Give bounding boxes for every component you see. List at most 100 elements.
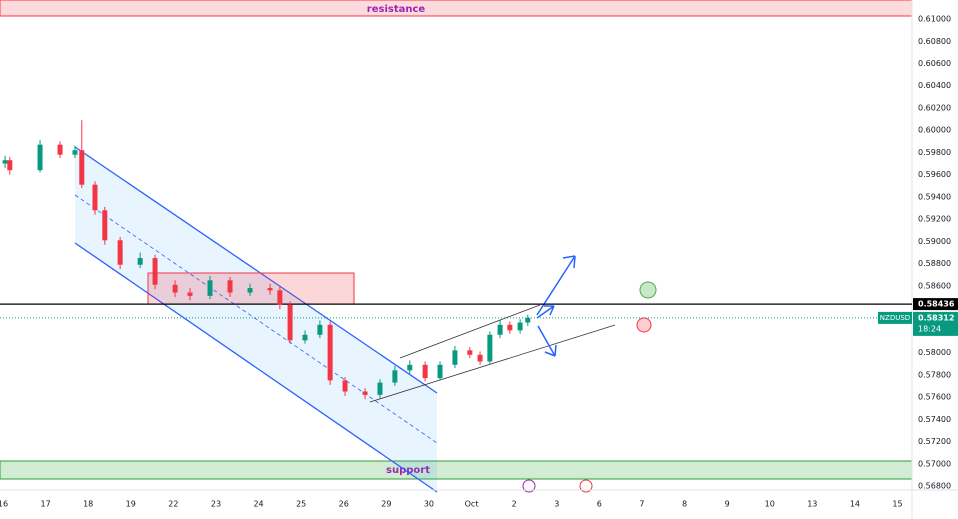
y-tick-label: 0.57800: [918, 370, 951, 379]
candle-body: [497, 324, 503, 335]
x-tick-label: 18: [83, 500, 93, 509]
level-label: 0.58436: [918, 300, 955, 309]
candle-body: [302, 334, 308, 341]
event-icon[interactable]: [522, 479, 536, 493]
y-tick-label: 0.59200: [918, 215, 951, 224]
x-tick-label: 2: [512, 500, 517, 509]
resistance-zone: [0, 0, 913, 17]
candle-body: [79, 150, 85, 185]
x-tick-label: 13: [807, 500, 817, 509]
x-tick-label: 26: [339, 500, 349, 509]
level-tag: [913, 298, 958, 311]
channel-line: [74, 146, 438, 394]
support-label: support: [386, 465, 430, 476]
candle-body: [92, 184, 98, 211]
candle-body: [37, 144, 43, 171]
y-tick-label: 0.57400: [918, 415, 951, 424]
x-tick-label: 19: [126, 500, 136, 509]
candle-body: [247, 288, 253, 293]
candle-body: [187, 292, 193, 296]
candle-body: [377, 382, 383, 395]
y-tick-label: 0.57200: [918, 437, 951, 446]
channel-fill: [75, 147, 437, 492]
y-tick-label: 0.58600: [918, 281, 951, 290]
y-tick-label: 0.60400: [918, 81, 951, 90]
target-circle: [639, 281, 657, 299]
candle-body: [525, 317, 531, 323]
arrow: [536, 305, 555, 319]
event-icon[interactable]: [579, 479, 593, 493]
candle-body: [422, 364, 428, 379]
x-tick-label: 14: [850, 500, 860, 509]
candle-body: [327, 324, 333, 381]
x-tick-label: 23: [211, 500, 221, 509]
y-tick-label: 0.59000: [918, 237, 951, 246]
x-tick-label: 15: [892, 500, 902, 509]
stop-circle: [636, 317, 652, 333]
price-tag: [913, 311, 958, 336]
y-tick-label: 0.58800: [918, 259, 951, 268]
candle-body: [117, 240, 123, 265]
candle-body: [57, 144, 63, 155]
y-tick-label: 0.60600: [918, 59, 951, 68]
candle-body: [7, 160, 13, 171]
y-tick-label: 0.59400: [918, 192, 951, 201]
y-tick-label: 0.57000: [918, 459, 951, 468]
symbol-label: NZDUSD: [880, 314, 910, 322]
y-tick-label: 0.58000: [918, 348, 951, 357]
x-tick-label: 24: [253, 500, 263, 509]
resistance-label: resistance: [367, 4, 426, 15]
candle-body: [342, 380, 348, 392]
candle-body: [392, 370, 398, 383]
x-tick-label: 16: [0, 500, 8, 509]
support-zone: [0, 460, 913, 480]
candle-body: [452, 350, 458, 365]
candle-body: [137, 258, 143, 265]
candle-body: [317, 324, 323, 335]
candle-body: [207, 280, 213, 296]
candle-body: [517, 322, 523, 331]
x-tick-label: 17: [40, 500, 50, 509]
x-tick-label: 30: [424, 500, 434, 509]
candle-body: [507, 324, 513, 331]
x-tick-label: 25: [296, 500, 306, 509]
candle-body: [362, 391, 368, 395]
x-tick-label: Oct: [465, 500, 479, 509]
y-tick-label: 0.61000: [918, 15, 951, 24]
x-tick-label: 8: [682, 500, 687, 509]
y-tick-label: 0.56800: [918, 481, 951, 490]
candle-body: [467, 350, 473, 355]
candle-body: [172, 284, 178, 293]
last-price-label: 0.58312: [918, 313, 954, 322]
candle-body: [437, 364, 443, 379]
candle-body: [267, 288, 273, 291]
candle-body: [487, 334, 493, 362]
y-tick-label: 0.59800: [918, 148, 951, 157]
x-tick-label: 3: [554, 500, 559, 509]
x-tick-label: 29: [381, 500, 391, 509]
candle-body: [152, 258, 158, 285]
candle-body: [102, 210, 108, 241]
arrow-down: [537, 325, 557, 357]
candle-body: [277, 290, 283, 305]
candle-body: [2, 160, 8, 164]
y-tick-label: 0.57600: [918, 393, 951, 402]
symbol-tag: [878, 311, 912, 324]
channel-line: [74, 242, 438, 493]
x-tick-label: 9: [725, 500, 730, 509]
y-tick-label: 0.60000: [918, 126, 951, 135]
arrow-up: [536, 255, 576, 316]
x-tick-label: 7: [639, 500, 644, 509]
candle-body: [477, 354, 483, 362]
y-tick-label: 0.59600: [918, 170, 951, 179]
y-tick-label: 0.60200: [918, 103, 951, 112]
countdown-label: 18:24: [918, 324, 941, 333]
y-tick-label: 0.60800: [918, 37, 951, 46]
x-tick-label: 22: [168, 500, 178, 509]
channel-mid: [74, 194, 438, 444]
candle-body: [227, 280, 233, 293]
x-tick-label: 10: [765, 500, 775, 509]
x-tick-label: 6: [597, 500, 602, 509]
